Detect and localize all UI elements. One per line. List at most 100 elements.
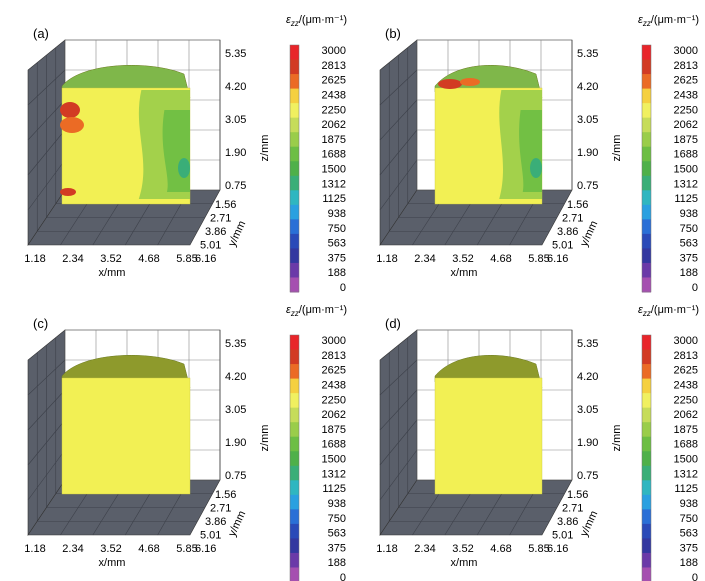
colorbar-tick-label: 563 bbox=[328, 528, 346, 540]
colorbar-tick-label: 0 bbox=[692, 572, 698, 581]
colorbar-title: εzz/(μm·m⁻¹) bbox=[286, 14, 347, 28]
colorbar-segment bbox=[642, 393, 651, 409]
colorbar-tick-label: 2813 bbox=[322, 60, 346, 72]
colorbar-segment bbox=[642, 262, 651, 278]
colorbar-segment bbox=[290, 277, 299, 293]
colorbar-segment bbox=[290, 480, 299, 496]
colorbar-segment bbox=[642, 248, 651, 264]
colorbar-tick-label: 188 bbox=[328, 557, 346, 569]
colorbar-tick-label: 1688 bbox=[674, 149, 698, 161]
colorbar-segment bbox=[290, 436, 299, 452]
chart-panel: (d) 0.75 1.90 3.05 4.20 5.35 z/mm 1.56 2.713.86 5… bbox=[376, 304, 699, 581]
colorbar-tick-label: 938 bbox=[328, 208, 346, 220]
colorbar-segment bbox=[290, 262, 299, 278]
colorbar-segment bbox=[290, 88, 299, 104]
colorbar-frame bbox=[641, 334, 652, 581]
colorbar-segment bbox=[290, 509, 299, 525]
colorbar-title-symbol: ε bbox=[286, 304, 291, 316]
z-tick-label: 3.05 bbox=[225, 114, 246, 126]
colorbar-segment bbox=[642, 146, 651, 162]
colorbar-tick-label: 1688 bbox=[322, 149, 346, 161]
colorbar-tick-label: 3000 bbox=[322, 335, 346, 347]
colorbar-segment bbox=[642, 190, 651, 206]
x-tick-label: 3.52 bbox=[100, 543, 121, 555]
z-tick-label: 1.90 bbox=[225, 437, 246, 449]
colorbar-segment bbox=[642, 88, 651, 104]
y-tick-label: 6.16 bbox=[195, 543, 216, 555]
colorbar-tick-label: 2813 bbox=[674, 60, 698, 72]
x-tick-label: 4.68 bbox=[138, 543, 159, 555]
colorbar-segment bbox=[642, 233, 651, 249]
colorbar-tick-label: 2813 bbox=[674, 350, 698, 362]
colorbar-segment bbox=[642, 538, 651, 554]
colorbar-tick-label: 938 bbox=[680, 498, 698, 510]
z-tick-label: 3.05 bbox=[225, 404, 246, 416]
colorbar-segment bbox=[642, 465, 651, 481]
colorbar-segment bbox=[290, 103, 299, 119]
colorbar-tick-label: 3000 bbox=[322, 45, 346, 57]
colorbar-segment bbox=[290, 567, 299, 581]
colorbar-title-subscript: zz bbox=[642, 309, 651, 318]
colorbar-tick-label: 375 bbox=[680, 542, 698, 554]
colorbar-title: εzz/(μm·m⁻¹) bbox=[286, 304, 347, 318]
x-tick-label: 5.85 bbox=[528, 253, 549, 265]
colorbar-tick-label: 1125 bbox=[322, 193, 346, 205]
colorbar-tick-label: 188 bbox=[680, 267, 698, 279]
chart-panel: (a) 0.75 1.90 3.05 4.20 5.35 z/mm 1.56 2.713.86 5… bbox=[24, 14, 347, 294]
y-tick-label: 2.71 bbox=[210, 213, 231, 225]
y-tick-label: 5.01 bbox=[200, 530, 221, 542]
colorbar-tick-label: 2625 bbox=[322, 365, 346, 377]
colorbar-segment bbox=[642, 349, 651, 365]
colorbar-tick-label: 1312 bbox=[674, 468, 698, 480]
colorbar-tick-label: 563 bbox=[328, 238, 346, 250]
colorbar-tick-label: 1875 bbox=[322, 424, 346, 436]
colorbar-frame bbox=[641, 44, 652, 293]
y-tick-label: 3.86 bbox=[557, 516, 578, 528]
colorbar-tick-label: 1125 bbox=[674, 193, 698, 205]
colorbar-tick-label: 0 bbox=[692, 282, 698, 294]
strain-region-orange bbox=[460, 78, 480, 86]
x-tick-label: 5.85 bbox=[176, 253, 197, 265]
z-tick-label: 0.75 bbox=[225, 180, 246, 192]
strain-region-orange bbox=[60, 117, 84, 133]
z-axis-label: z/mm bbox=[259, 135, 271, 162]
colorbar-segment bbox=[642, 567, 651, 581]
colorbar-tick-label: 750 bbox=[680, 513, 698, 525]
colorbar-tick-label: 1688 bbox=[674, 439, 698, 451]
colorbar-segment bbox=[642, 132, 651, 148]
colorbar-segment bbox=[290, 364, 299, 380]
colorbar-tick-label: 2438 bbox=[674, 89, 698, 101]
x-tick-label: 5.85 bbox=[176, 543, 197, 555]
z-tick-label: 5.35 bbox=[225, 338, 246, 350]
colorbar-title-symbol: ε bbox=[638, 14, 643, 26]
colorbar-segment bbox=[642, 523, 651, 539]
colorbar-title-unit: /(μm·m⁻¹) bbox=[299, 14, 347, 26]
colorbar-tick-label: 2250 bbox=[322, 394, 346, 406]
z-tick-label: 0.75 bbox=[577, 470, 598, 482]
y-tick-label: 3.86 bbox=[557, 226, 578, 238]
colorbar-segment bbox=[290, 349, 299, 365]
colorbar-tick-label: 3000 bbox=[674, 335, 698, 347]
colorbar-tick-label: 375 bbox=[328, 252, 346, 264]
colorbar-tick-label: 2062 bbox=[674, 409, 698, 421]
colorbar-segment bbox=[290, 335, 299, 351]
colorbar-segment bbox=[642, 480, 651, 496]
colorbar-segment bbox=[642, 364, 651, 380]
colorbar-segment bbox=[290, 248, 299, 264]
y-tick-label: 1.56 bbox=[215, 199, 236, 211]
colorbar-title-unit: /(μm·m⁻¹) bbox=[651, 14, 699, 26]
body-front-face bbox=[61, 377, 191, 495]
colorbar-segment bbox=[290, 494, 299, 510]
colorbar-segment bbox=[642, 59, 651, 75]
x-axis-label: x/mm bbox=[99, 557, 126, 569]
z-tick-label: 5.35 bbox=[577, 338, 598, 350]
x-tick-label: 1.18 bbox=[376, 253, 397, 265]
colorbar-segment bbox=[642, 175, 651, 191]
x-tick-label: 2.34 bbox=[414, 543, 435, 555]
colorbar-tick-label: 188 bbox=[328, 267, 346, 279]
x-tick-label: 4.68 bbox=[490, 253, 511, 265]
colorbar-tick-label: 2062 bbox=[322, 409, 346, 421]
colorbar-segment bbox=[290, 393, 299, 409]
colorbar-segment bbox=[290, 233, 299, 249]
colorbar-tick-label: 375 bbox=[328, 542, 346, 554]
